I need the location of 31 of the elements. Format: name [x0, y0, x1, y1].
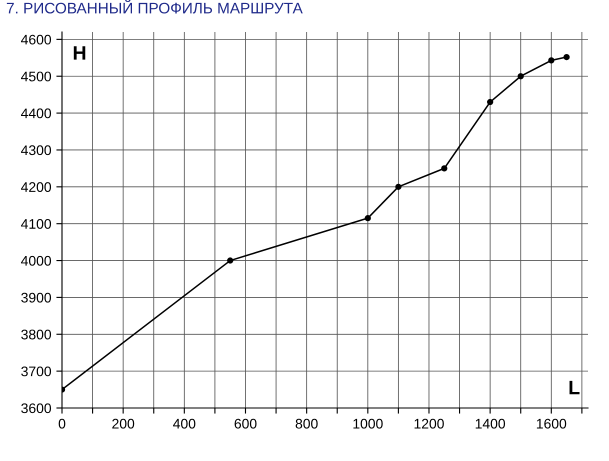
- y-tick-label: 4500: [21, 72, 52, 82]
- y-tick-label: 3700: [21, 366, 52, 376]
- point: [563, 54, 570, 60]
- y-tick-label: 4100: [21, 219, 52, 229]
- point: [227, 257, 234, 264]
- y-tick-label: 4400: [21, 108, 52, 118]
- y-tick-label: 4200: [21, 182, 52, 192]
- x-tick-label: 800: [296, 418, 318, 429]
- y-axis-title: H: [74, 46, 86, 60]
- chart-title: 7. РИСОВАННЫЙ ПРОФИЛЬ МАРШРУТА: [6, 0, 303, 14]
- y-tick-label: 3800: [21, 330, 52, 340]
- point: [364, 215, 371, 222]
- y-tick-label: 4000: [21, 256, 52, 266]
- point: [487, 98, 494, 106]
- point: [395, 184, 402, 190]
- x-tick-label: 200: [112, 418, 134, 429]
- y-tick-label: 4300: [21, 145, 52, 156]
- x-tick-label: 1000: [353, 418, 383, 429]
- x-tick-label: 1600: [536, 418, 566, 429]
- point: [518, 73, 524, 80]
- y-tick-label: 4600: [21, 34, 52, 45]
- x-tick-label: 1400: [476, 418, 506, 429]
- x-tick-label: 1200: [414, 418, 444, 429]
- point: [441, 165, 448, 172]
- x-tick-label: 400: [173, 418, 196, 429]
- y-tick-label: 3900: [21, 292, 52, 303]
- x-tick-label: 600: [234, 418, 257, 429]
- x-tick-label: 0: [58, 418, 66, 429]
- point: [548, 57, 554, 64]
- y-tick-label: 3600: [21, 403, 52, 414]
- x-axis-title: L: [570, 380, 580, 394]
